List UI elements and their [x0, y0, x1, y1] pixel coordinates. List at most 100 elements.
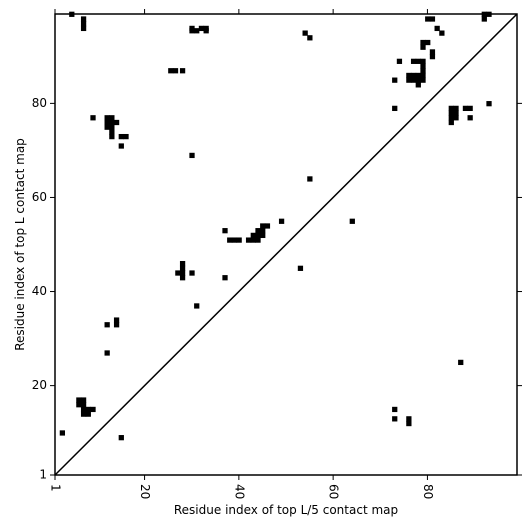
- contact-points: [59, 11, 492, 441]
- contact-point: [278, 218, 285, 224]
- contact-point: [434, 25, 440, 32]
- contact-point: [80, 402, 87, 408]
- contact-point: [420, 68, 426, 74]
- contact-point: [222, 275, 228, 281]
- contact-point: [189, 270, 195, 276]
- contact-point: [448, 115, 454, 121]
- contact-point: [172, 68, 179, 74]
- x-axis-label: Residue index of top L/5 contact map: [174, 503, 398, 517]
- contact-point: [392, 416, 398, 422]
- x-tick-label: 60: [327, 484, 341, 499]
- contact-point: [410, 72, 417, 79]
- contact-point: [406, 416, 412, 422]
- y-axis-label: Residue index of top L contact map: [13, 138, 27, 351]
- contact-point: [76, 402, 82, 408]
- contact-point: [396, 58, 403, 64]
- contact-point: [189, 152, 195, 159]
- contact-point: [302, 30, 308, 36]
- contact-point: [420, 72, 426, 79]
- contact-point: [179, 275, 186, 281]
- contact-point: [415, 77, 421, 83]
- contact-point: [109, 115, 115, 121]
- contact-point: [90, 115, 96, 121]
- contact-point: [85, 411, 91, 417]
- contact-point: [297, 265, 304, 271]
- contact-point: [104, 350, 110, 356]
- y-tick-label: 80: [32, 96, 47, 110]
- contact-point: [179, 270, 186, 276]
- contact-point: [236, 237, 242, 243]
- contact-point: [90, 406, 96, 413]
- contact-point: [118, 143, 124, 149]
- contact-point: [118, 133, 124, 140]
- contact-point: [109, 124, 115, 130]
- diagonal-line: [54, 13, 518, 476]
- contact-point: [179, 260, 186, 267]
- contact-point: [415, 58, 421, 64]
- contact-point: [448, 110, 454, 116]
- contact-point: [415, 72, 421, 79]
- x-tick-label: 1: [49, 484, 63, 492]
- contact-point: [467, 115, 473, 121]
- contact-point: [113, 322, 120, 328]
- contact-point: [80, 397, 87, 403]
- contact-point: [59, 430, 66, 436]
- contact-point: [260, 228, 266, 234]
- contact-point: [175, 270, 181, 276]
- contact-point: [448, 119, 454, 126]
- contact-point: [439, 30, 445, 36]
- y-tick-label: 20: [32, 378, 47, 392]
- x-tick-label: 20: [138, 484, 152, 499]
- contact-point: [109, 119, 115, 126]
- contact-point: [168, 68, 174, 74]
- contact-point: [406, 77, 412, 83]
- contact-point: [415, 82, 421, 88]
- contact-point: [392, 77, 398, 83]
- y-tick-label: 60: [32, 190, 47, 204]
- contact-point: [453, 115, 459, 121]
- contact-point: [486, 101, 492, 107]
- contact-point: [307, 176, 313, 182]
- contact-point: [198, 25, 205, 32]
- contact-point: [179, 265, 186, 271]
- contact-point: [420, 39, 426, 46]
- contact-point: [425, 16, 431, 22]
- contact-point: [260, 232, 266, 239]
- contact-point: [80, 16, 87, 22]
- contact-point: [458, 359, 464, 366]
- contact-point: [260, 223, 266, 229]
- contact-point: [429, 49, 436, 55]
- contact-point: [410, 58, 417, 64]
- contact-point: [203, 28, 209, 34]
- contact-point: [429, 16, 436, 22]
- contact-point: [410, 77, 417, 83]
- contact-point: [420, 63, 426, 69]
- y-tick-label: 40: [32, 284, 47, 298]
- contact-point: [104, 322, 110, 328]
- contact-point: [420, 77, 426, 83]
- contact-point: [80, 25, 87, 32]
- contact-point: [420, 58, 426, 64]
- contact-point: [467, 105, 473, 112]
- contact-point: [179, 68, 186, 74]
- contact-point: [109, 129, 115, 135]
- contact-point: [118, 435, 124, 441]
- y-tick-label: 1: [39, 468, 47, 482]
- contact-point: [481, 16, 487, 22]
- contact-point: [76, 397, 82, 403]
- contact-point: [80, 406, 87, 413]
- contact-point: [194, 28, 200, 34]
- contact-point: [231, 237, 238, 243]
- contact-point: [349, 218, 355, 224]
- contact-point: [255, 232, 261, 239]
- contact-point: [250, 237, 256, 243]
- plot-frame: [54, 13, 518, 476]
- contact-point: [222, 228, 228, 234]
- x-tick-label: 80: [421, 484, 435, 499]
- contact-point: [123, 133, 129, 140]
- contact-point: [250, 232, 256, 239]
- contact-point: [462, 105, 469, 112]
- contact-point: [453, 110, 459, 116]
- x-tick-label: 40: [232, 484, 246, 499]
